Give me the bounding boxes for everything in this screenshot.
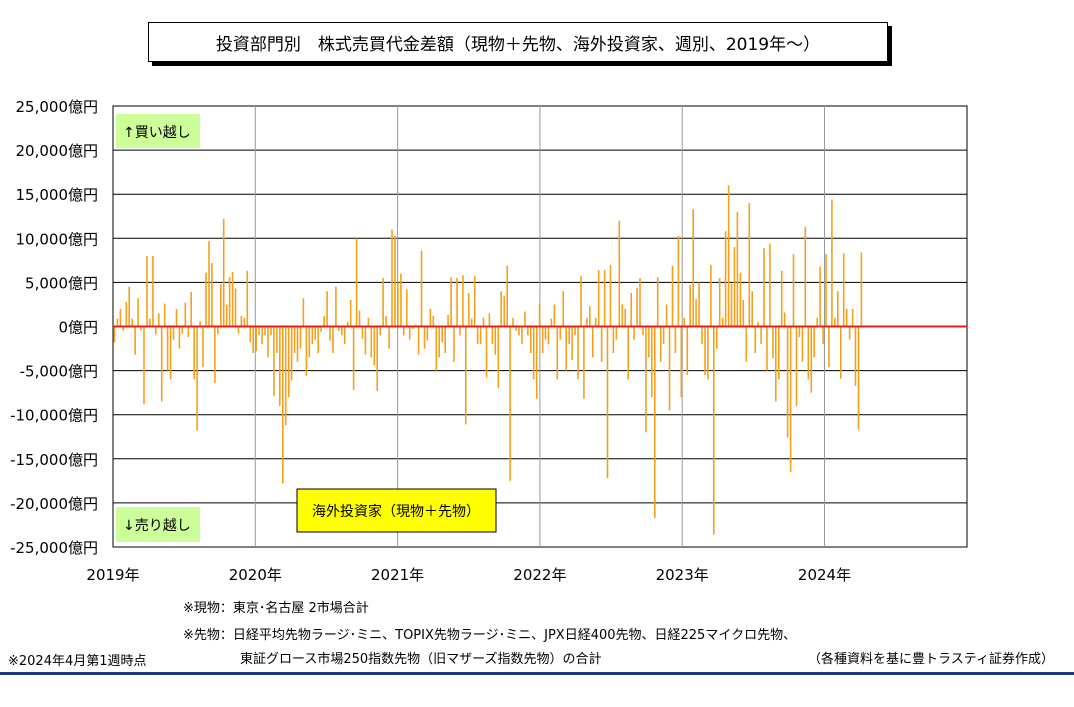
source-note: （各種資料を基に豊トラスティ証券作成）: [808, 652, 1054, 667]
note-futures-cont: 東証グロース市場250指数先物（旧マザーズ指数先物）の合計: [240, 652, 602, 667]
x-tick-label: 2021年: [371, 566, 424, 584]
y-tick-label: 10,000億円: [16, 230, 99, 248]
y-tick-label: -15,000億円: [10, 451, 98, 469]
series-label: 海外投資家（現物＋先物）: [312, 503, 480, 520]
y-tick-label: 0億円: [58, 319, 98, 337]
y-tick-label: 20,000億円: [16, 142, 99, 160]
chart-title: 投資部門別 株式売買代金差額（現物＋先物、海外投資家、週別、2019年～）: [215, 34, 821, 55]
y-tick-label: 25,000億円: [16, 98, 99, 116]
x-tick-label: 2020年: [229, 566, 282, 584]
x-tick-label: 2023年: [656, 566, 709, 584]
sell-annotation: ↓売り越し: [123, 518, 191, 534]
y-tick-label: -20,000億円: [10, 495, 98, 513]
series-label-box: [296, 488, 497, 533]
chart-title-box: 投資部門別 株式売買代金差額（現物＋先物、海外投資家、週別、2019年～）: [148, 22, 888, 62]
x-tick-label: 2024年: [798, 566, 851, 584]
x-tick-label: 2022年: [513, 566, 566, 584]
buy-annotation: ↑買い越し: [123, 125, 191, 141]
note-spot-market: ※現物：東京･名古屋 2市場合計: [183, 601, 369, 616]
y-tick-label: -10,000億円: [10, 407, 98, 425]
y-tick-label: -5,000億円: [20, 363, 98, 381]
as-of-note: ※2024年4月第1週時点: [8, 654, 147, 669]
y-tick-label: 5,000億円: [25, 274, 98, 292]
buy-annotation-box: [116, 114, 200, 148]
sell-annotation-box: [116, 507, 200, 542]
footer-rule: [0, 672, 1074, 675]
x-tick-label: 2019年: [86, 566, 139, 584]
y-tick-label: 15,000億円: [16, 186, 99, 204]
note-futures: ※先物：日経平均先物ラージ･ミニ、TOPIX先物ラージ･ミニ、JPX日経400先…: [183, 628, 797, 643]
y-tick-label: -25,000億円: [10, 539, 98, 557]
